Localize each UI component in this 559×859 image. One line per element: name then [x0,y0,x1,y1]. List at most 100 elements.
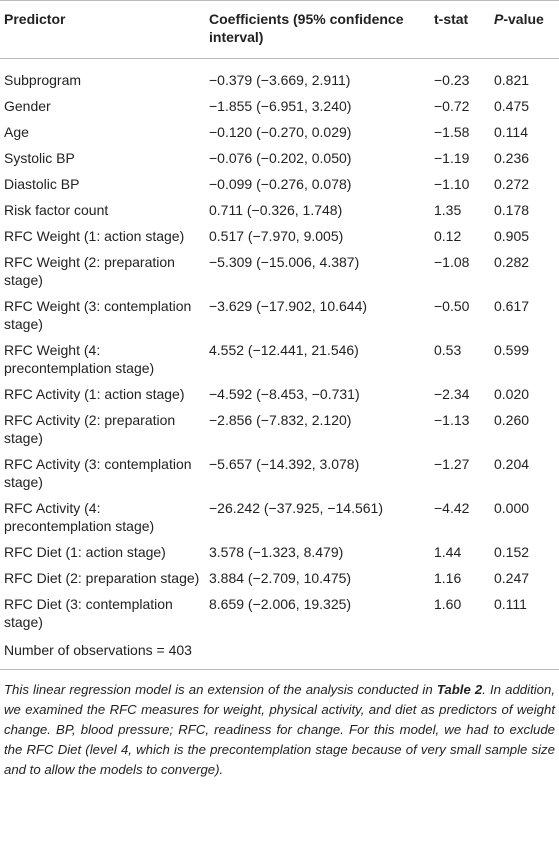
table-cell: Age [4,124,29,140]
note-ref: Table 2 [436,682,483,697]
table-cell: 0.711 (−0.326, 1.748) [209,202,343,218]
header-italic: P [494,11,504,27]
table-cell: 4.552 (−12.441, 21.546) [209,342,359,358]
table-cell: 0.12 [434,228,462,244]
table-cell: 0.517 (−7.970, 9.005) [209,228,344,244]
table-cell: −4.42 [434,500,470,516]
table-cell: 0.599 [494,342,530,358]
table-cell: −2.34 [434,386,470,402]
table-row: RFC Diet (2: preparation stage) 3.884 (−2… [0,565,559,591]
table-cell: RFC Weight (1: action stage) [4,228,185,244]
table-cell: 0.260 [494,412,530,428]
table-cell: 1.35 [434,202,462,218]
table-cell: Gender [4,98,51,114]
table-cell: Systolic BP [4,150,75,166]
table-cell: 0.617 [494,298,530,314]
table-row: Subprogram −0.379 (−3.669, 2.911) −0.23 0.8… [0,59,559,94]
table-cell: RFC Weight (4: precontemplation stage) [4,342,155,376]
table-row: Risk factor count 0.711 (−0.326, 1.748) 1.… [0,197,559,223]
table-cell: RFC Activity (2: preparation stage) [4,412,176,446]
table-footer: Number of observations = 403 [0,635,559,670]
table-cell: 0.475 [494,98,530,114]
table-cell: 3.578 (−1.323, 8.479) [209,544,344,560]
table-cell: RFC Activity (4: precontemplation stage) [4,500,155,534]
table-row: Gender −1.855 (−6.951, 3.240) −0.72 0.475 [0,93,559,119]
table-cell: −1.855 (−6.951, 3.240) [209,98,352,114]
table-row: RFC Weight (3: contemplation stage) −3.62… [0,293,559,337]
table-cell: −1.08 [434,254,470,270]
table-row: RFC Diet (3: contemplation stage) 8.659 (… [0,591,559,635]
header-cell: Predictor [4,11,66,27]
table-cell: 0.020 [494,386,530,402]
table-cell: 0.178 [494,202,530,218]
table-cell: −1.13 [434,412,470,428]
table-cell: −0.076 (−0.202, 0.050) [209,150,352,166]
table-row: RFC Activity (3: contemplation stage) −5.… [0,451,559,495]
table-cell: Diastolic BP [4,176,80,192]
note-text: . In addition, we examined the RFC measu… [4,682,555,777]
table-body: Subprogram −0.379 (−3.669, 2.911) −0.23 0.8… [0,59,559,636]
table-row: RFC Activity (1: action stage) −4.592 (−8… [0,381,559,407]
table-cell: −0.099 (−0.276, 0.078) [209,176,352,192]
table-cell: RFC Weight (2: preparation stage) [4,254,175,288]
table-cell: −5.309 (−15.006, 4.387) [209,254,360,270]
footer-row: Number of observations = 403 [0,635,559,670]
header-row: Predictor Coefficients (95% confidence i… [0,0,559,59]
header-cell: t-stat [434,11,469,27]
table-cell: −2.856 (−7.832, 2.120) [209,412,352,428]
table-cell: RFC Diet (1: action stage) [4,544,166,560]
table-cell: −4.592 (−8.453, −0.731) [209,386,360,402]
table-cell: −1.10 [434,176,470,192]
table-cell: −0.120 (−0.270, 0.029) [209,124,352,140]
table-cell: −0.23 [434,72,470,88]
table-cell: −0.72 [434,98,470,114]
table-cell: 1.16 [434,570,462,586]
table-cell: −1.27 [434,456,470,472]
table-row: RFC Activity (4: precontemplation stage)… [0,495,559,539]
table-cell: RFC Activity (3: contemplation stage) [4,456,192,490]
table-cell: 0.905 [494,228,530,244]
table-row: RFC Weight (1: action stage) 0.517 (−7.97… [0,223,559,249]
table-cell: 0.821 [494,72,530,88]
table-cell: −1.19 [434,150,470,166]
table-cell: 0.282 [494,254,530,270]
regression-table: Predictor Coefficients (95% confidence i… [0,0,559,670]
table-cell: Subprogram [4,72,82,88]
table-cell: 0.000 [494,500,530,516]
table-cell: 0.53 [434,342,462,358]
table-cell: −0.379 (−3.669, 2.911) [209,72,351,88]
table-cell: 0.114 [494,124,528,140]
table-note: This linear regression model is an exten… [0,670,559,780]
table-header: Predictor Coefficients (95% confidence i… [0,0,559,59]
table-row: RFC Weight (4: precontemplation stage) 4.… [0,337,559,381]
table-cell: 0.111 [494,596,527,612]
table-cell: 0.152 [494,544,530,560]
table-cell: 0.272 [494,176,530,192]
header-cell: Coefficients (95% confidence interval) [209,11,404,45]
footer-cell: Number of observations = 403 [4,642,192,658]
table-row: Diastolic BP −0.099 (−0.276, 0.078) −1.10 0… [0,171,559,197]
table-cell: −0.50 [434,298,470,314]
table-cell: 8.659 (−2.006, 19.325) [209,596,352,612]
table-cell: 0.247 [494,570,530,586]
table-cell: −5.657 (−14.392, 3.078) [209,456,360,472]
table-cell: 1.60 [434,596,462,612]
table-row: RFC Activity (2: preparation stage) −2.85… [0,407,559,451]
header-cell: P-value [490,1,559,59]
table-cell: RFC Diet (3: contemplation stage) [4,596,173,630]
table-cell: 1.44 [434,544,462,560]
note-text: This linear regression model is an exten… [4,682,437,697]
table-cell: RFC Activity (1: action stage) [4,386,185,402]
table-row: RFC Weight (2: preparation stage) −5.309 … [0,249,559,293]
table-cell: −1.58 [434,124,470,140]
table-cell: RFC Weight (3: contemplation stage) [4,298,192,332]
table-row: RFC Diet (1: action stage) 3.578 (−1.323,… [0,539,559,565]
table-row: Systolic BP −0.076 (−0.202, 0.050) −1.19 0.… [0,145,559,171]
table-cell: 0.204 [494,456,530,472]
header-text: -value [503,11,544,27]
table-cell: −3.629 (−17.902, 10.644) [209,298,368,314]
table-cell: RFC Diet (2: preparation stage) [4,570,200,586]
table-cell: Risk factor count [4,202,109,218]
table-row: Age −0.120 (−0.270, 0.029) −1.58 0.114 [0,119,559,145]
